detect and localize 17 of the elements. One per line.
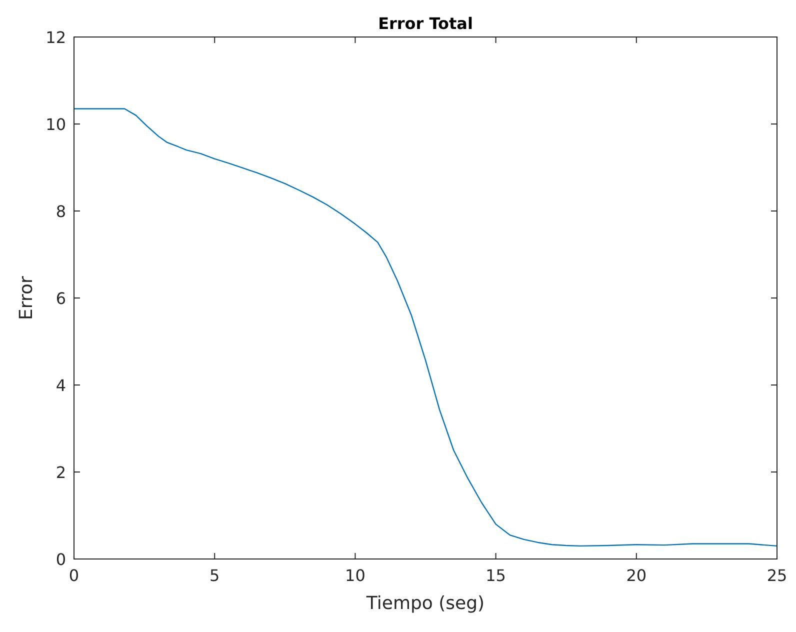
y-tick-label: 12 bbox=[46, 28, 66, 47]
y-tick-label: 4 bbox=[56, 376, 66, 395]
line-series bbox=[73, 108, 778, 547]
y-tick-label: 6 bbox=[56, 289, 66, 308]
y-tick-label: 2 bbox=[56, 463, 66, 482]
x-tick-label: 25 bbox=[766, 566, 788, 585]
x-tick-label: 5 bbox=[210, 566, 220, 585]
x-tick-label: 10 bbox=[345, 566, 366, 585]
y-tick-label: 8 bbox=[56, 202, 66, 221]
y-tick-label: 0 bbox=[56, 550, 66, 569]
x-axis-title: Tiempo (seg) bbox=[365, 593, 485, 614]
chart-title: Error Total bbox=[378, 14, 473, 33]
y-axis-title: Error bbox=[16, 275, 37, 320]
x-tick-label: 0 bbox=[68, 566, 80, 585]
x-tick-label: 15 bbox=[486, 566, 506, 585]
x-tick-label: 20 bbox=[626, 566, 647, 585]
y-tick-label: 10 bbox=[46, 115, 66, 134]
